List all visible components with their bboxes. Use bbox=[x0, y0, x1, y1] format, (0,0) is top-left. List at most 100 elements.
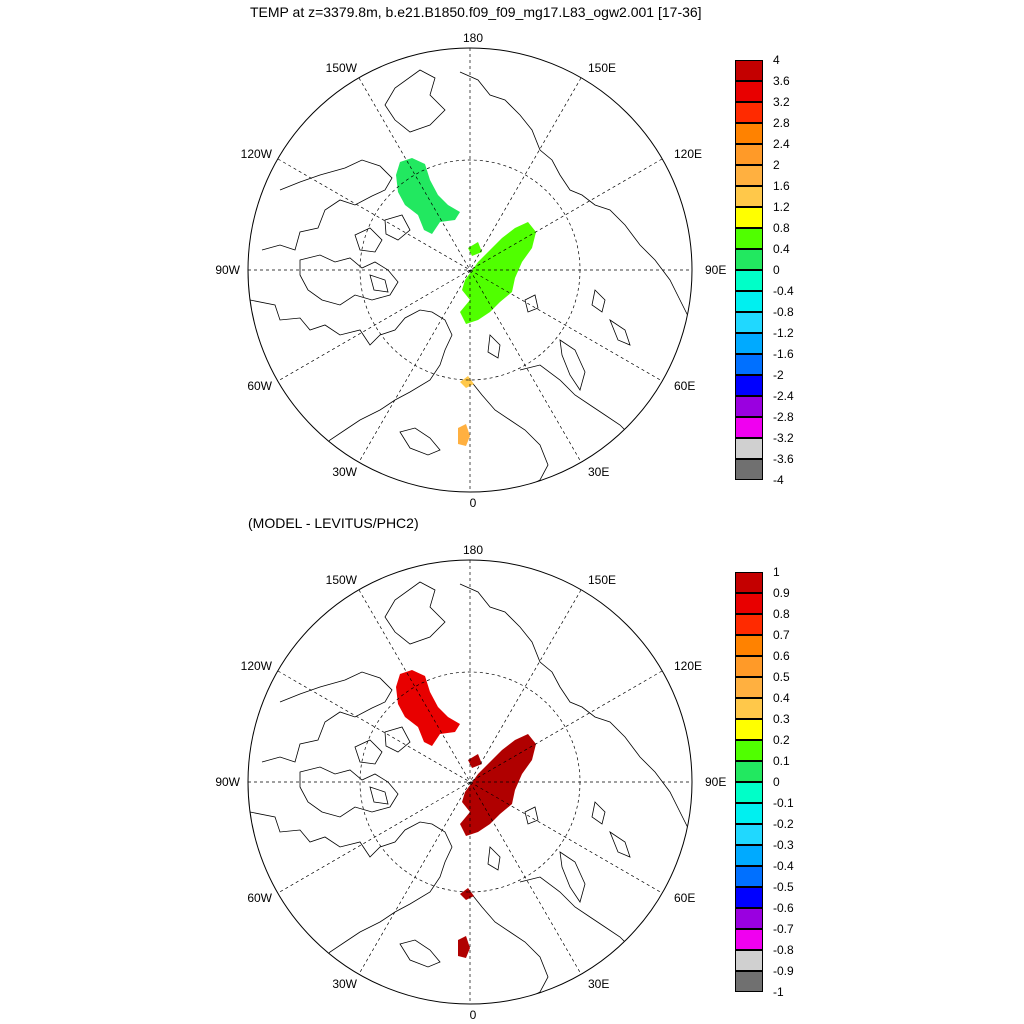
colorbar-bottom-color-box bbox=[735, 866, 763, 887]
anomaly-canada-basin-top bbox=[396, 158, 460, 234]
colorbar-top-color-box bbox=[735, 81, 763, 102]
colorbar-bottom-label: -0.5 bbox=[773, 880, 794, 894]
map-bottom: 180 0 90W 90E 150W 120W 150E 120E 60W 30… bbox=[215, 543, 726, 1022]
lon-label-120w: 120W bbox=[241, 659, 273, 673]
map-top-border bbox=[247, 47, 693, 493]
anomaly-eurasian-small-top bbox=[468, 242, 482, 256]
colorbar-bottom-label: -1 bbox=[773, 985, 784, 999]
colorbar-bottom-label: -0.7 bbox=[773, 922, 794, 936]
lon-label-0: 0 bbox=[470, 496, 477, 510]
lon-label-30w: 30W bbox=[332, 977, 357, 991]
lon-label-30w: 30W bbox=[332, 465, 357, 479]
colorbar-bottom-label: -0.8 bbox=[773, 943, 794, 957]
colorbar-top-label: -4 bbox=[773, 473, 784, 487]
colorbar-bottom-label: -0.6 bbox=[773, 901, 794, 915]
anomaly-fram-strait-bottom bbox=[460, 888, 474, 900]
colorbar-top-color-box bbox=[735, 165, 763, 186]
graticule-bottom bbox=[248, 560, 692, 1004]
lon-label-120e: 120E bbox=[674, 147, 702, 161]
colorbar-bottom-color-box bbox=[735, 845, 763, 866]
anomaly-canada-basin-bottom bbox=[396, 670, 460, 746]
colorbar-bottom-color-box bbox=[735, 971, 763, 992]
plot-title: TEMP at z=3379.8m, b.e21.B1850.f09_f09_m… bbox=[250, 4, 702, 20]
lon-label-150e: 150E bbox=[588, 61, 616, 75]
lon-label-30e: 30E bbox=[588, 465, 609, 479]
lon-label-90w: 90W bbox=[215, 263, 240, 277]
colorbar-top-color-box bbox=[735, 375, 763, 396]
colorbar-bottom-label: 0.1 bbox=[773, 754, 790, 768]
plot-subtitle: (MODEL - LEVITUS/PHC2) bbox=[248, 515, 419, 531]
lon-label-60w: 60W bbox=[247, 891, 272, 905]
lon-label-120w: 120W bbox=[241, 147, 273, 161]
colorbar-top: 4 3.6 3.2 2.8 2.4 2 1.6 1.2 0.8 0.4 0 -0.4 -0.8 -1.2 -… bbox=[735, 54, 825, 486]
colorbar-top-label: 0.4 bbox=[773, 242, 790, 256]
colorbar-top-color-box bbox=[735, 144, 763, 165]
colorbar-bottom-color-box bbox=[735, 656, 763, 677]
lon-label-90e: 90E bbox=[705, 775, 726, 789]
colorbar-bottom-label: -0.3 bbox=[773, 838, 794, 852]
colorbar-top-label: -0.8 bbox=[773, 305, 794, 319]
colorbar-bottom-label: 0.5 bbox=[773, 670, 790, 684]
colorbar-bottom-label: 1 bbox=[773, 565, 780, 579]
coastlines-bottom bbox=[249, 581, 691, 1001]
colorbar-bottom-color-box bbox=[735, 761, 763, 782]
colorbar-bottom-color-box bbox=[735, 614, 763, 635]
colorbar-top-color-box bbox=[735, 438, 763, 459]
colorbar-top-label: 0 bbox=[773, 263, 780, 277]
map-bottom-border bbox=[247, 559, 693, 1005]
colorbar-top-color-box bbox=[735, 291, 763, 312]
colorbar-top-color-box bbox=[735, 312, 763, 333]
colorbar-top-color-box bbox=[735, 123, 763, 144]
colorbar-top-color-box bbox=[735, 228, 763, 249]
colorbar-top-color-box bbox=[735, 396, 763, 417]
colorbar-top-color-box bbox=[735, 249, 763, 270]
map-top-content bbox=[248, 48, 692, 492]
colorbar-bottom-color-box bbox=[735, 803, 763, 824]
colorbar-bottom-color-box bbox=[735, 824, 763, 845]
colorbar-top-color-box bbox=[735, 333, 763, 354]
map-top: 180 0 90W 90E 150W 120W 150E 120E 60W 30… bbox=[215, 31, 726, 510]
lon-labels-top: 180 0 90W 90E 150W 120W 150E 120E 60W 30… bbox=[215, 31, 726, 510]
colorbar-top-color-box bbox=[735, 417, 763, 438]
colorbar-bottom-color-box bbox=[735, 677, 763, 698]
colorbar-top-label: 1.2 bbox=[773, 200, 790, 214]
colorbar-top-label: -0.4 bbox=[773, 284, 794, 298]
colorbar-bottom-label: 0.3 bbox=[773, 712, 790, 726]
colorbar-top-label: 1.6 bbox=[773, 179, 790, 193]
colorbar-top-color-box bbox=[735, 207, 763, 228]
map-bottom-content bbox=[248, 560, 692, 1004]
colorbar-bottom-label: -0.1 bbox=[773, 796, 794, 810]
anomaly-eurasian-small-bottom bbox=[468, 754, 482, 768]
lon-label-150e: 150E bbox=[588, 573, 616, 587]
anomaly-fram-strait-top bbox=[460, 376, 474, 388]
colorbar-bottom-label: 0.8 bbox=[773, 607, 790, 621]
colorbar-bottom-label: 0.6 bbox=[773, 649, 790, 663]
lon-label-60w: 60W bbox=[247, 379, 272, 393]
colorbar-top-color-box bbox=[735, 270, 763, 291]
lon-label-60e: 60E bbox=[674, 379, 695, 393]
colorbar-top-label: -1.2 bbox=[773, 326, 794, 340]
colorbar-top-color-box bbox=[735, 186, 763, 207]
colorbar-top-label: -2 bbox=[773, 368, 784, 382]
colorbar-top-color-box bbox=[735, 354, 763, 375]
colorbar-top-label: 4 bbox=[773, 53, 780, 67]
colorbar-top-label: 0.8 bbox=[773, 221, 790, 235]
colorbar-bottom-color-box bbox=[735, 593, 763, 614]
colorbar-top-color-box bbox=[735, 60, 763, 81]
colorbar-bottom-label: 0 bbox=[773, 775, 780, 789]
colorbar-bottom-color-box bbox=[735, 698, 763, 719]
colorbar-top-label: -1.6 bbox=[773, 347, 794, 361]
anomaly-norwegian-sea-bottom bbox=[458, 936, 470, 958]
colorbar-bottom: 1 0.9 0.8 0.7 0.6 0.5 0.4 0.3 0.2 0.1 0 -0.1 -0.2 -0.… bbox=[735, 566, 825, 998]
colorbar-bottom-label: 0.4 bbox=[773, 691, 790, 705]
colorbar-bottom-label: -0.4 bbox=[773, 859, 794, 873]
anomaly-eurasian-basin-top bbox=[460, 222, 536, 324]
colorbar-top-label: 3.6 bbox=[773, 74, 790, 88]
lon-label-30e: 30E bbox=[588, 977, 609, 991]
colorbar-top-label: -3.6 bbox=[773, 452, 794, 466]
colorbar-top-label: 2.8 bbox=[773, 116, 790, 130]
lon-label-0: 0 bbox=[470, 1008, 477, 1022]
lon-label-180: 180 bbox=[463, 543, 483, 557]
colorbar-bottom-label: -0.2 bbox=[773, 817, 794, 831]
